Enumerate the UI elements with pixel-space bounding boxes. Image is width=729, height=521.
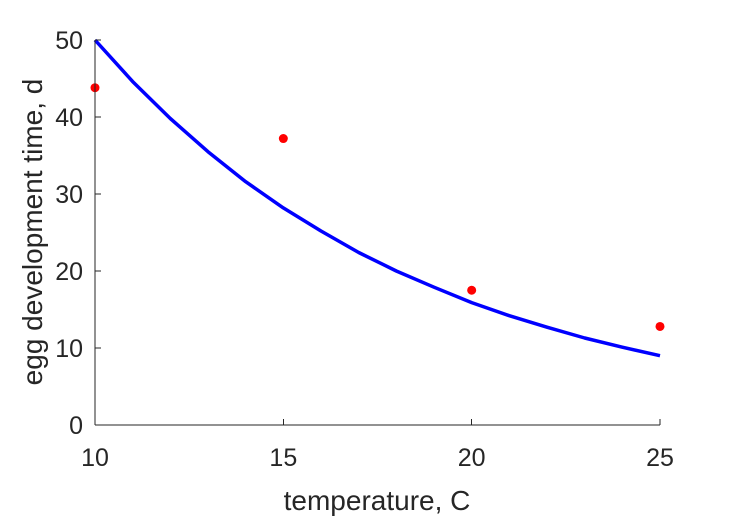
x-tick-label: 10 — [81, 444, 109, 472]
y-tick-label: 40 — [55, 104, 83, 132]
y-tick-label: 0 — [69, 412, 83, 440]
y-tick-label: 20 — [55, 258, 83, 286]
data-point — [655, 321, 665, 331]
y-tick-label: 50 — [55, 27, 83, 55]
y-tick-label: 30 — [55, 181, 83, 209]
fit-curve — [93, 38, 661, 358]
x-axis-label: temperature, C — [284, 485, 471, 516]
plot-area — [90, 38, 665, 358]
data-point — [467, 285, 477, 295]
x-tick-label: 15 — [269, 444, 297, 472]
data-point — [278, 134, 288, 144]
y-axis-label: egg development time, d — [17, 79, 48, 386]
x-tick-label: 25 — [646, 444, 674, 472]
ticks: 10 15 20 25 0 10 20 30 40 50 — [55, 27, 674, 472]
x-tick-label: 20 — [458, 444, 486, 472]
y-tick-label: 10 — [55, 335, 83, 363]
